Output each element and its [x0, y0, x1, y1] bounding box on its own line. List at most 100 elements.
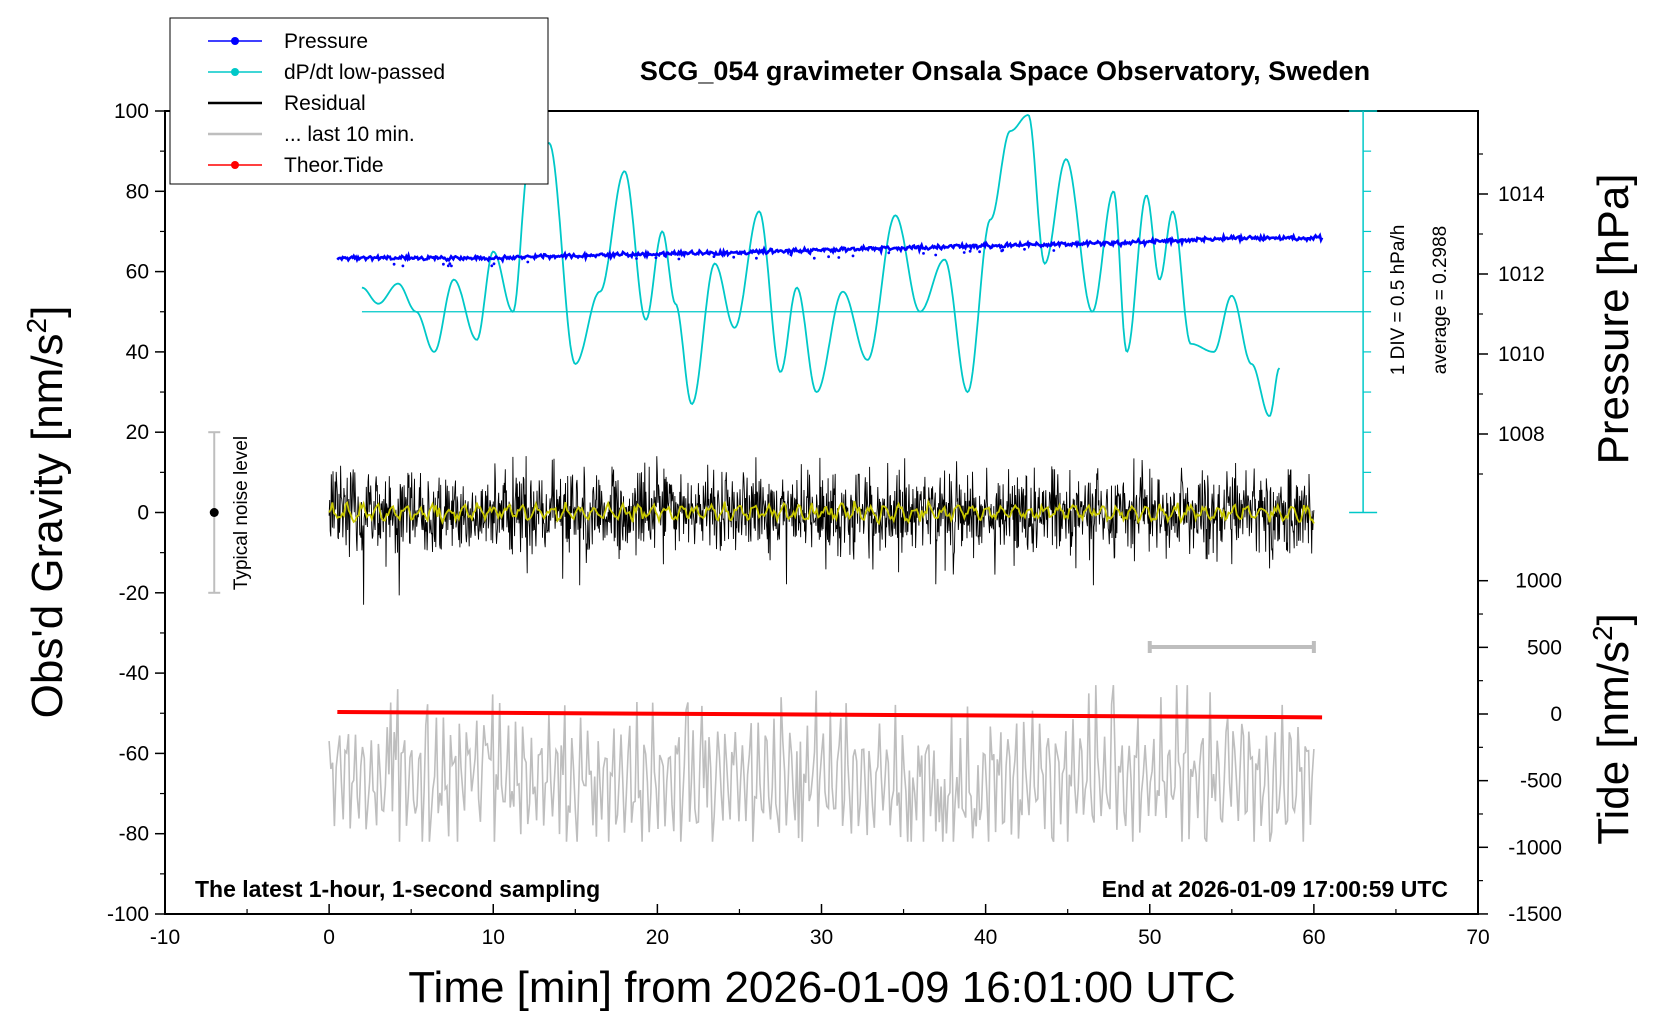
- y-axis-title-tide-sup: 2: [1587, 625, 1618, 641]
- legend-swatch-marker: [231, 37, 239, 45]
- x-axis-title: Time [min] from 2026-01-09 16:01:00 UTC: [408, 963, 1235, 1012]
- legend-swatch-marker: [231, 68, 239, 76]
- y-tick-label: -20: [119, 582, 149, 605]
- pressure-outlier-point: [392, 262, 396, 266]
- noise-bar-center-dot: [209, 508, 219, 517]
- pressure-outlier-point: [922, 252, 925, 255]
- pressure-outlier-point: [1023, 247, 1026, 251]
- tide-line: [337, 710, 1323, 720]
- y-tick-label: 100: [114, 100, 149, 123]
- x-tick-label: 60: [1302, 926, 1325, 949]
- residual-series: [328, 456, 1315, 605]
- dpdt-scale-label: 1 DIV = 0.5 hPa/h: [1388, 225, 1409, 376]
- pressure-outlier-point: [712, 255, 716, 258]
- pressure-tick-label: 1014: [1498, 183, 1545, 206]
- pressure-outlier-point: [635, 257, 638, 260]
- pressure-outlier-point: [851, 254, 855, 258]
- pressure-outlier-point: [446, 264, 450, 268]
- pressure-outlier-point: [837, 256, 841, 259]
- pressure-outlier-point: [1052, 249, 1056, 252]
- last-10-min-series: [328, 685, 1315, 843]
- tide-tick-label: -500: [1520, 770, 1562, 793]
- x-tick-label: 70: [1466, 926, 1489, 949]
- pressure-outlier-point: [442, 262, 445, 266]
- legend-label: Theor.Tide: [284, 154, 384, 177]
- pressure-outlier-point: [492, 262, 496, 266]
- x-tick-label: 0: [323, 926, 335, 949]
- pressure-outlier-point: [448, 262, 452, 265]
- y-axis-title-tide: Tide [nm/s2]: [1587, 613, 1638, 845]
- tide-series: [337, 710, 1323, 720]
- dpdt-line: [361, 114, 1281, 418]
- x-tick-label: 30: [810, 926, 833, 949]
- pressure-outlier-point: [526, 260, 530, 264]
- pressure-outlier-point: [978, 250, 981, 254]
- tide-tick-label: -1000: [1508, 836, 1562, 859]
- legend-label: ... last 10 min.: [284, 123, 415, 146]
- dpdt-scale-axis: [361, 110, 1378, 514]
- pressure-outlier-point: [962, 251, 966, 254]
- pressure-outlier-point: [827, 255, 830, 259]
- pressure-outlier-point: [450, 264, 453, 268]
- dpdt-series: [361, 114, 1281, 418]
- y-tick-label: -100: [107, 903, 149, 926]
- pressure-outlier-point: [401, 264, 405, 268]
- y-axis-title-left-sup: 2: [21, 318, 52, 334]
- legend-box: [169, 17, 549, 185]
- legend-swatch-marker: [231, 161, 239, 169]
- y-axis-tide: 1000 500 0 -500 -1000 -1500: [1478, 570, 1562, 926]
- y-tick-label: -60: [119, 742, 149, 765]
- pressure-tick-label: 1012: [1498, 263, 1545, 286]
- y-axis-title-pressure: Pressure [hPa]: [1589, 173, 1638, 464]
- pressure-outlier-point: [1000, 249, 1004, 253]
- ten-minute-scale-bar: [1147, 641, 1316, 653]
- pressure-outlier-point: [654, 256, 658, 260]
- x-tick-label: 10: [482, 926, 505, 949]
- x-tick-label: -10: [150, 926, 180, 949]
- residual-lowpass-line: [328, 498, 1315, 526]
- y-tick-label: 40: [126, 341, 149, 364]
- pressure-series: [336, 231, 1324, 268]
- pressure-outlier-point: [887, 251, 891, 255]
- y-axis-title-left: Obs'd Gravity [nm/s2]: [21, 306, 72, 719]
- pressure-line: [336, 231, 1324, 264]
- dpdt-average-label: average = 0.2988: [1430, 226, 1451, 374]
- last-10-min-line: [328, 685, 1315, 843]
- legend-label: Residual: [284, 92, 366, 115]
- residual-line: [328, 456, 1315, 605]
- tide-tick-label: -1500: [1508, 903, 1562, 926]
- y-tick-label: -80: [119, 823, 149, 846]
- legend-label: Pressure: [284, 30, 368, 53]
- tide-tick-label: 1000: [1515, 570, 1562, 593]
- y-tick-label: 80: [126, 180, 149, 203]
- y-tick-label: 60: [126, 261, 149, 284]
- y-axis-title-left-text: Obs'd Gravity [nm/s: [23, 333, 72, 718]
- pressure-outlier-point: [732, 255, 736, 259]
- pressure-outlier-point: [755, 256, 758, 260]
- x-tick-label: 50: [1138, 926, 1161, 949]
- pressure-outlier-point: [789, 253, 793, 257]
- pressure-outlier-point: [812, 256, 816, 260]
- y-axis-title-tide-text: Tide [nm/s: [1589, 641, 1638, 845]
- tide-tick-label: 500: [1527, 636, 1562, 659]
- y-axis-title-left-close: ]: [23, 306, 72, 318]
- x-tick-label: 40: [974, 926, 997, 949]
- chart-title: SCG_054 gravimeter Onsala Space Observat…: [640, 56, 1370, 86]
- y-axis-pressure: 1014 1012 1010 1008: [1478, 153, 1545, 475]
- tide-tick-label: 0: [1550, 703, 1562, 726]
- noise-level-label: Typical noise level: [231, 436, 252, 590]
- footer-left-label: The latest 1-hour, 1-second sampling: [195, 876, 600, 902]
- x-axis: -10 0 10 20 30 40 50 60 70: [150, 904, 1490, 949]
- residual-lowpass-series: [328, 498, 1315, 526]
- y-tick-label: 0: [137, 502, 149, 525]
- y-axis-title-tide-close: ]: [1589, 613, 1638, 625]
- pressure-outlier-point: [968, 249, 972, 253]
- legend: Pressure dP/dt low-passed Residual ... last…: [169, 17, 549, 185]
- x-tick-label: 20: [646, 926, 669, 949]
- pressure-tick-label: 1008: [1498, 423, 1545, 446]
- pressure-outlier-point: [934, 253, 938, 257]
- legend-label: dP/dt low-passed: [284, 61, 445, 84]
- noise-bar-group: [208, 431, 221, 594]
- pressure-tick-label: 1010: [1498, 343, 1545, 366]
